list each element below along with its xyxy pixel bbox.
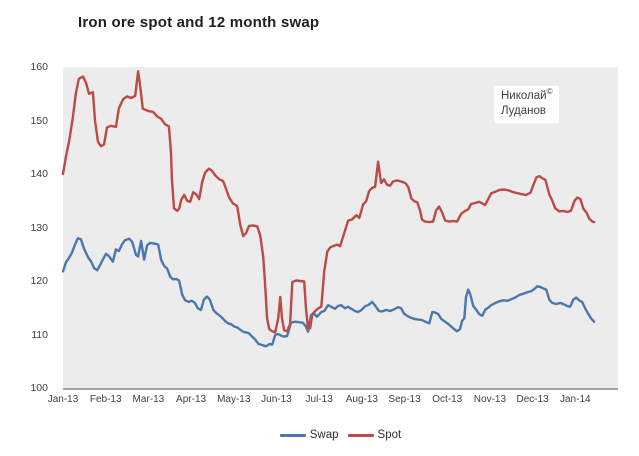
x-tick-label: Aug-13 (345, 394, 378, 405)
watermark-surname: Луданов (501, 105, 547, 117)
legend-label: Spot (377, 429, 402, 441)
swap-series-line (61, 236, 596, 348)
legend-item-spot: Spot (347, 429, 402, 441)
x-tick-label: Feb-13 (89, 394, 122, 405)
x-tick-label: May-13 (217, 394, 251, 405)
x-tick-label: Jun-13 (261, 394, 292, 405)
legend-label: Swap (309, 429, 339, 441)
x-tick-label: Dec-13 (516, 394, 549, 405)
legend-line-swatch (347, 433, 374, 437)
y-tick-label: 150 (30, 114, 48, 127)
y-tick-label: 100 (30, 382, 48, 394)
x-tick-label: Jan-13 (47, 394, 79, 405)
x-tick-label: Oct-13 (432, 394, 463, 405)
x-tick-label: Apr-13 (176, 394, 207, 405)
y-tick-label: 110 (31, 328, 48, 341)
x-tick-label: Sep-13 (388, 394, 421, 405)
spot-series-line (61, 70, 596, 334)
watermark: Николай© Луданов (494, 86, 560, 123)
y-tick-label: 140 (30, 168, 48, 180)
legend-item-swap: Swap (279, 429, 339, 441)
copyright-icon: © (546, 87, 553, 97)
chart-legend: Swap Spot (63, 426, 618, 444)
x-tick-label: Jan-14 (560, 394, 591, 405)
line-chart (61, 70, 596, 348)
x-tick-label: Nov-13 (473, 394, 507, 405)
legend-line-swatch (279, 433, 306, 437)
watermark-name: Николай (501, 90, 547, 102)
y-tick-label: 130 (30, 221, 48, 234)
y-tick-label: 160 (30, 61, 48, 73)
x-tick-label: Mar-13 (132, 394, 165, 405)
chart-title: Iron ore spot and 12 month swap (78, 14, 320, 31)
x-tick-label: Jul-13 (305, 394, 333, 405)
y-tick-label: 120 (30, 275, 48, 287)
